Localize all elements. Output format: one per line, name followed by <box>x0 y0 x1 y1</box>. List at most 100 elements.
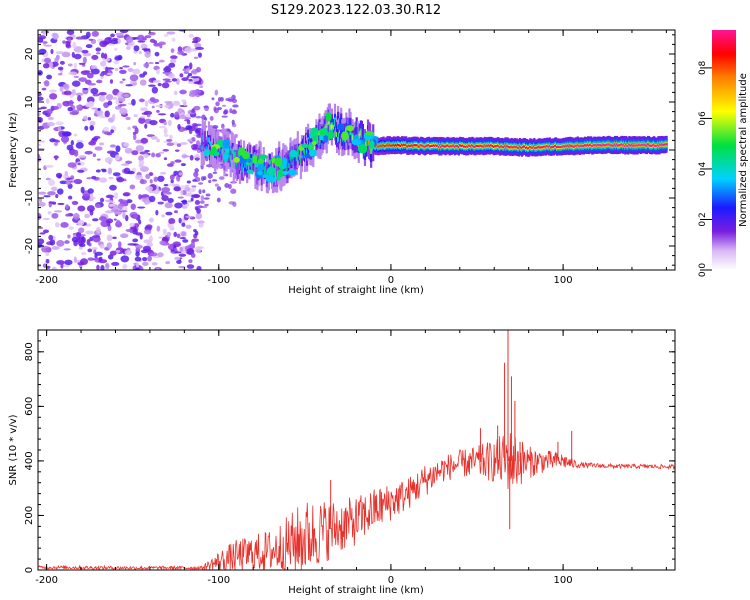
noise-speckle <box>132 68 141 75</box>
ridge-blob <box>337 122 345 131</box>
noise-speckle <box>78 246 83 250</box>
noise-speckle <box>163 133 169 138</box>
noise-speckle <box>184 47 193 54</box>
colorbar-gradient <box>712 30 736 270</box>
ridge-cell <box>233 152 236 158</box>
noise-speckle <box>105 94 114 101</box>
noise-speckle <box>191 185 197 188</box>
noise-speckle <box>195 115 202 119</box>
noise-speckle <box>174 111 179 118</box>
noise-speckle <box>170 55 178 60</box>
x-tick-label: 100 <box>554 275 573 286</box>
noise-speckle <box>135 251 140 257</box>
noise-speckle <box>137 34 145 42</box>
noise-speckle <box>132 214 139 219</box>
ridge-blob <box>323 134 329 143</box>
noise-speckle <box>121 163 130 167</box>
noise-speckle <box>90 65 96 70</box>
noise-speckle <box>61 51 71 58</box>
noise-speckle <box>143 62 150 68</box>
noise-speckle <box>180 189 184 196</box>
noise-speckle <box>103 126 110 132</box>
noise-speckle <box>144 123 148 129</box>
noise-speckle <box>61 131 71 137</box>
noise-speckle <box>157 201 165 205</box>
noise-speckle <box>218 176 225 180</box>
noise-speckle <box>98 142 105 146</box>
noise-speckle <box>189 154 194 161</box>
noise-speckle <box>111 37 118 42</box>
noise-speckle <box>101 169 107 173</box>
noise-speckle <box>203 197 210 200</box>
noise-speckle <box>77 155 87 158</box>
noise-speckle <box>149 179 153 184</box>
noise-speckle <box>132 82 137 85</box>
noise-speckle <box>138 194 142 200</box>
noise-speckle <box>193 81 202 85</box>
ridge-blob <box>319 133 324 141</box>
noise-speckle <box>192 77 200 82</box>
noise-speckle <box>138 98 146 103</box>
noise-speckle <box>149 119 158 126</box>
ridge-blob <box>351 139 362 146</box>
ridge-blob <box>238 147 246 156</box>
noise-speckle <box>96 264 100 270</box>
noise-speckle <box>148 217 154 223</box>
noise-speckle <box>182 239 189 243</box>
noise-speckle <box>193 56 199 60</box>
noise-speckle <box>162 71 166 74</box>
noise-speckle <box>96 109 104 117</box>
noise-speckle <box>174 251 182 254</box>
noise-speckle <box>48 234 54 241</box>
noise-speckle <box>98 259 108 264</box>
noise-speckle <box>139 166 149 173</box>
noise-speckle <box>162 149 169 152</box>
ridge-blob <box>222 139 231 149</box>
noise-speckle <box>122 78 126 81</box>
ridge-blob <box>341 131 349 141</box>
noise-speckle <box>98 92 107 96</box>
ridge-blob <box>301 143 310 148</box>
noise-speckle <box>41 87 47 91</box>
noise-speckle <box>186 75 190 79</box>
noise-speckle <box>190 144 198 150</box>
noise-speckle <box>157 113 167 116</box>
x-tick-label: 0 <box>388 575 394 586</box>
noise-speckle <box>75 92 84 97</box>
ridge-blob <box>310 127 319 136</box>
noise-speckle <box>153 40 158 44</box>
noise-speckle <box>190 252 196 258</box>
noise-speckle <box>100 264 105 270</box>
noise-speckle <box>215 101 220 107</box>
noise-speckle <box>94 203 101 208</box>
noise-speckle <box>144 100 149 107</box>
noise-speckle <box>51 105 59 110</box>
noise-speckle <box>194 200 201 205</box>
noise-speckle <box>125 228 134 232</box>
noise-speckle <box>178 114 187 120</box>
noise-speckle <box>65 213 71 217</box>
noise-speckle <box>161 186 171 193</box>
noise-speckle <box>197 220 205 224</box>
figure-title: S129.2023.122.03.30.R12 <box>271 3 441 18</box>
noise-speckle <box>38 201 46 207</box>
noise-speckle <box>126 46 131 50</box>
noise-speckle <box>95 52 101 55</box>
noise-speckle <box>125 84 133 87</box>
noise-speckle <box>195 157 199 162</box>
noise-speckle <box>158 236 163 239</box>
noise-speckle <box>166 138 173 142</box>
noise-speckle <box>184 184 190 188</box>
noise-speckle <box>38 112 41 116</box>
noise-speckle <box>107 167 113 175</box>
noise-speckle <box>106 210 112 214</box>
noise-speckle <box>70 140 75 146</box>
noise-speckle <box>151 262 158 266</box>
noise-speckle <box>163 157 168 161</box>
noise-speckle <box>55 51 64 55</box>
noise-speckle <box>176 260 182 264</box>
ridge-blob <box>275 175 281 181</box>
noise-speckle <box>135 244 143 249</box>
noise-speckle <box>75 141 84 149</box>
